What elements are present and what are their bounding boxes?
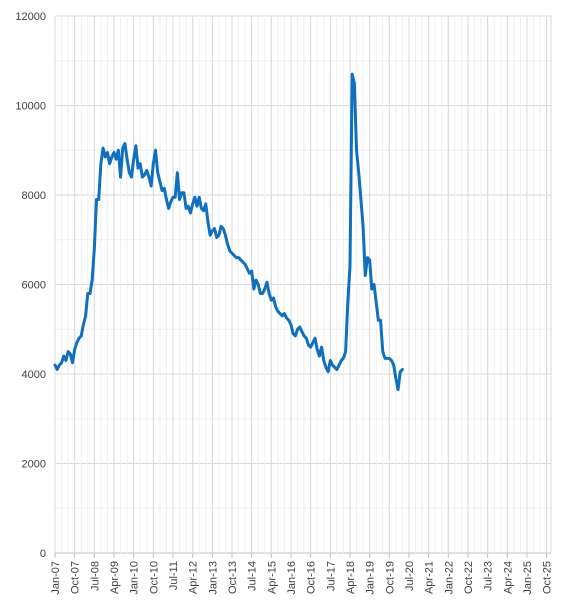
- x-tick-label: Oct-10: [148, 561, 160, 594]
- x-tick-label: Apr-12: [188, 561, 200, 594]
- x-tick-label: Jan-13: [207, 561, 219, 595]
- y-axis-tick-labels: 0 2000 4000 6000 8000 10000 12000: [15, 11, 46, 560]
- x-tick-label: Jan-25: [522, 561, 534, 595]
- x-tick-label: Jul-11: [168, 561, 180, 590]
- x-tick-label: Apr-24: [502, 561, 514, 594]
- x-tick-label: Apr-15: [266, 561, 278, 594]
- x-axis-tick-labels: Jan-07 Oct-07 Jul-08 Apr-09 Jan-10 Oct-10 Jul-…: [50, 561, 554, 595]
- x-tick-label: Apr-21: [424, 561, 436, 594]
- y-tick-label: 6000: [22, 280, 46, 292]
- x-tick-label: Oct-13: [227, 561, 239, 594]
- x-tick-label: Jan-10: [129, 561, 141, 595]
- y-tick-label: 0: [40, 548, 46, 560]
- x-tick-label: Jan-22: [443, 561, 455, 595]
- x-tick-label: Jul-17: [325, 561, 337, 591]
- x-tick-label: Jul-20: [404, 561, 416, 591]
- x-tick-label: Apr-18: [345, 561, 357, 594]
- y-tick-label: 8000: [22, 190, 46, 202]
- x-tick-label: Jan-19: [365, 561, 377, 595]
- y-tick-label: 4000: [22, 369, 46, 381]
- x-tick-label: Jan-07: [50, 561, 62, 595]
- x-tick-label: Jul-14: [247, 561, 259, 591]
- x-tick-label: Oct-16: [306, 561, 318, 594]
- series-layer: [53, 72, 404, 392]
- x-tick-label: Oct-07: [70, 561, 82, 594]
- gridlines: [54, 15, 552, 558]
- x-tick-label: Jul-23: [483, 561, 495, 591]
- y-tick-label: 12000: [15, 11, 46, 23]
- x-tick-label: Oct-19: [384, 561, 396, 594]
- series-line: [53, 72, 404, 392]
- x-tick-label: Oct-22: [463, 561, 475, 594]
- y-tick-label: 2000: [22, 459, 46, 471]
- x-tick-label: Jan-16: [286, 561, 298, 595]
- y-tick-label: 10000: [15, 101, 46, 113]
- x-tick-label: Apr-09: [109, 561, 121, 594]
- x-tick-label: Oct-25: [542, 561, 554, 594]
- x-tick-label: Jul-08: [89, 561, 101, 591]
